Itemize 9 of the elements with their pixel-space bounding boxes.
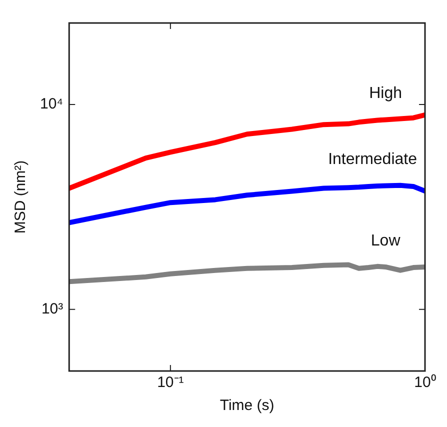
series-label: Intermediate [328, 151, 418, 168]
x-tick-label: 10⁰ [414, 374, 436, 392]
x-tick-label: 10⁻¹ [157, 374, 184, 392]
y-tick-label: 10⁴ [40, 96, 64, 113]
series-label: Low [370, 232, 401, 250]
x-axis-title: Time (s) [220, 397, 274, 414]
y-axis-title: MSD (nm²) [12, 160, 30, 234]
y-tick-label: 10³ [41, 300, 64, 318]
series-label: High [369, 85, 402, 102]
